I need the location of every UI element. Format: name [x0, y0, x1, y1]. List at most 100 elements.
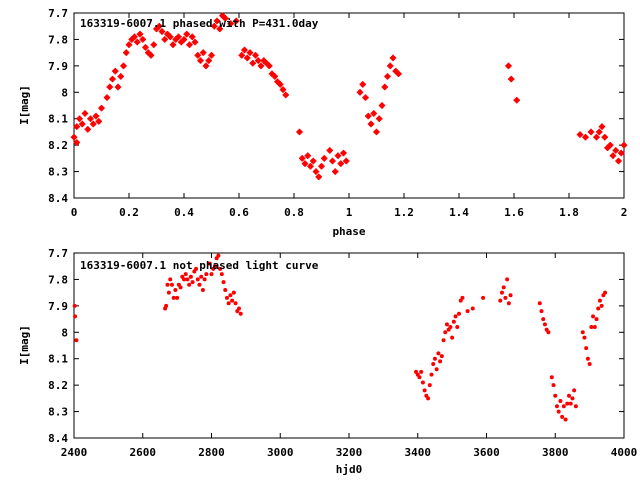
phased-data-point — [299, 155, 306, 162]
unphased-data-point — [204, 272, 209, 277]
phased-data-point — [142, 44, 149, 51]
unphased-data-point — [582, 335, 587, 340]
phased-data-point — [197, 57, 204, 64]
phased-data-point — [576, 131, 584, 138]
unphased-data-point — [233, 301, 238, 306]
phased-data-point — [189, 33, 196, 40]
unphased-data-point — [592, 325, 597, 329]
phased-data-point — [326, 147, 333, 154]
unphased-data-point — [443, 330, 448, 335]
phased-data-point — [508, 75, 515, 83]
phased-data-point — [183, 30, 190, 38]
phased-x-tick-label: 1 — [346, 206, 353, 219]
phased-data-point — [376, 115, 383, 122]
phased-x-tick-label: 1.6 — [504, 206, 524, 219]
unphased-x-tick-label: 2800 — [198, 446, 225, 459]
phased-data-point — [147, 52, 155, 59]
unphased-data-point — [453, 314, 458, 319]
phased-data-point — [208, 52, 215, 59]
phased-data-point — [282, 91, 289, 99]
phased-data-point — [114, 83, 122, 91]
phased-data-point — [79, 120, 86, 128]
phased-data-point — [216, 25, 223, 33]
unphased-data-point — [556, 409, 561, 414]
unphased-data-point — [499, 290, 504, 295]
unphased-data-point — [216, 253, 221, 258]
unphased-data-point — [568, 401, 573, 406]
phased-data-point — [139, 36, 146, 43]
unphased-data-point — [558, 399, 563, 403]
phased-data-point — [593, 134, 600, 141]
unphased-data-point — [165, 282, 170, 287]
unphased-data-point — [551, 383, 556, 388]
unphased-data-point — [565, 401, 570, 406]
phased-y-tick-label: 7.9 — [48, 60, 68, 73]
unphased-data-point — [554, 404, 559, 409]
phased-data-point — [92, 112, 100, 120]
unphased-data-point — [190, 280, 195, 285]
unphased-data-point — [561, 404, 566, 409]
unphased-data-point — [169, 282, 174, 287]
phased-data-point — [598, 123, 606, 130]
unphased-data-point — [231, 290, 236, 295]
unphased-data-point — [226, 301, 231, 306]
phased-y-tick-label: 8.4 — [48, 192, 68, 205]
unphased-data-point — [587, 362, 592, 366]
phased-data-point — [612, 147, 619, 154]
unphased-data-point — [197, 282, 202, 287]
phased-data-point — [112, 67, 119, 75]
phased-data-point — [222, 15, 229, 22]
unphased-data-point — [173, 288, 178, 292]
unphased-data-point — [560, 414, 565, 419]
phased-ticks: 0 0.2 0.4 0.6 0.8 1 1.2 1.4 1.6 1.8 2 7.7 7.8 7.9 8 8.1… — [48, 7, 627, 219]
phased-data-point — [279, 86, 287, 93]
unphased-data-point — [219, 272, 224, 277]
unphased-data-point — [506, 301, 511, 306]
unphased-data-point — [436, 351, 441, 356]
unphased-data-point — [563, 417, 568, 422]
unphased-title: 163319-6007.1 not phased light curve — [80, 259, 319, 272]
phased-y-tick-label: 8.1 — [48, 113, 68, 126]
unphased-y-tick-label: 8.3 — [48, 406, 68, 419]
unphased-data-point — [74, 338, 79, 343]
phased-data-point — [227, 20, 234, 27]
phased-data-point — [340, 149, 347, 157]
phased-data-point — [277, 81, 284, 88]
phased-data-point — [334, 152, 342, 159]
unphased-y-tick-label: 8.4 — [48, 432, 68, 445]
unphased-x-tick-label: 3600 — [473, 446, 500, 459]
unphased-data-point — [594, 317, 599, 322]
phased-data-point — [620, 141, 628, 149]
phased-title: 163319-6007.1 phased with P=431.0day — [80, 17, 319, 30]
unphased-data-point — [422, 388, 427, 393]
phased-data-point — [213, 17, 221, 25]
unphased-data-point — [183, 272, 188, 277]
phased-x-tick-label: 0 — [71, 206, 78, 219]
unphased-data-point — [549, 375, 554, 380]
phased-x-tick-label: 2 — [621, 206, 628, 219]
phased-data-point — [131, 33, 138, 40]
unphased-data-point — [431, 362, 436, 366]
phased-data-point — [381, 83, 388, 91]
unphased-data-point — [202, 277, 207, 282]
unphased-y-tick-label: 7.9 — [48, 300, 68, 313]
unphased-data-point — [171, 295, 176, 300]
phased-data-point — [271, 73, 278, 80]
phased-data-point — [191, 38, 199, 46]
phased-data-point — [136, 30, 144, 38]
unphased-data-point — [218, 266, 223, 271]
unphased-data-point — [589, 325, 594, 329]
unphased-data-point — [572, 388, 577, 393]
phased-data-point — [384, 73, 391, 80]
unphased-data-point — [498, 298, 503, 303]
phased-data-point — [241, 46, 248, 54]
phased-data-point — [103, 94, 111, 101]
phased-data-point — [200, 49, 207, 56]
unphased-data-point — [209, 272, 214, 277]
phased-data-point — [109, 75, 116, 83]
phased-data-point — [365, 112, 372, 120]
phased-x-tick-label: 1.8 — [559, 206, 579, 219]
phased-data-point — [76, 115, 83, 122]
